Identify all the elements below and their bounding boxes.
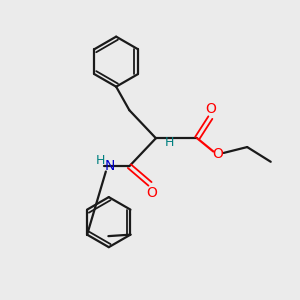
Text: O: O: [205, 102, 216, 116]
Text: N: N: [104, 159, 115, 173]
Text: H: H: [95, 154, 105, 167]
Text: O: O: [212, 147, 223, 161]
Text: O: O: [146, 186, 157, 200]
Text: H: H: [165, 136, 174, 149]
